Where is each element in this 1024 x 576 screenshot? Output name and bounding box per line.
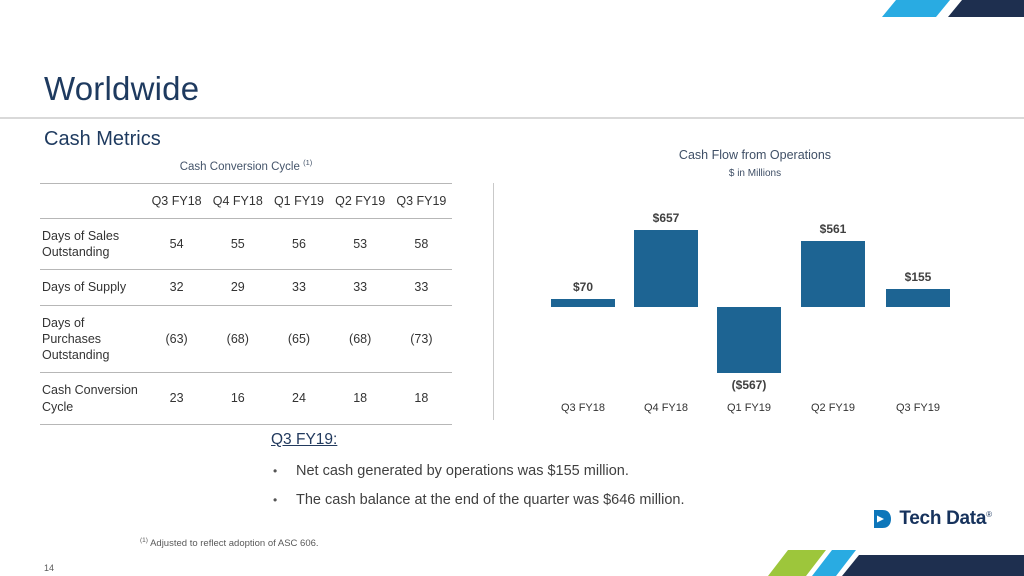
slide-title: Worldwide — [44, 70, 200, 107]
bullet-dot: • — [273, 464, 278, 478]
cell-value: 24 — [268, 372, 330, 425]
cash-conversion-table: Cash Conversion Cycle (1) Q3 FY18 Q4 FY18… — [40, 158, 452, 425]
cell-value: 33 — [329, 269, 391, 306]
chart-bar — [634, 230, 698, 307]
footnote-marker: (1) — [140, 537, 148, 544]
title-divider — [0, 117, 1024, 119]
cell-value: 56 — [268, 218, 330, 271]
row-label: Cash Conversion Cycle — [40, 372, 146, 425]
chart-bar — [717, 307, 781, 373]
row-label: Days of Purchases Outstanding — [40, 305, 146, 374]
column-header: Q3 FY18 — [146, 182, 208, 219]
corner-cell — [40, 182, 146, 219]
bullet-dot: • — [273, 493, 278, 507]
table-row: Days of Purchases Outstanding (63) (68) (65… — [40, 305, 452, 374]
table-header-row: Q3 FY18 Q4 FY18 Q1 FY19 Q2 FY19 Q3 FY19 — [40, 182, 452, 219]
table-row: Days of Sales Outstanding 54 55 56 53 58 — [40, 218, 452, 271]
bullet-text: Net cash generated by operations was $15… — [296, 463, 629, 479]
cell-value: 54 — [146, 218, 208, 271]
cell-value: 23 — [146, 372, 208, 425]
column-header: Q1 FY19 — [268, 182, 330, 219]
row-label: Days of Sales Outstanding — [40, 218, 146, 271]
table-title: Cash Conversion Cycle (1) — [40, 158, 452, 173]
cell-value: (73) — [390, 305, 452, 374]
bar-value-label: $70 — [572, 280, 594, 294]
cell-value: 16 — [207, 372, 269, 425]
table-title-text: Cash Conversion Cycle — [179, 160, 300, 173]
top-right-navy-stripe — [948, 0, 1024, 17]
bottom-green-stripe — [768, 550, 826, 576]
table-title-footnote-marker: (1) — [303, 158, 313, 167]
cell-value: (65) — [268, 305, 330, 374]
section-title: Cash Metrics — [44, 128, 161, 150]
cell-value: (68) — [329, 305, 391, 374]
cell-value: 53 — [329, 218, 391, 271]
cell-value: 29 — [207, 269, 269, 306]
chart-bar — [886, 289, 950, 307]
techdata-logo-icon — [874, 510, 892, 528]
techdata-logo: Tech Data ® — [872, 508, 992, 530]
bar-value-label: $155 — [904, 270, 932, 284]
category-label: Q3 FY18 — [560, 402, 606, 414]
category-label: Q3 FY19 — [895, 402, 941, 414]
footnote: (1) Adjusted to reflect adoption of ASC … — [140, 537, 319, 549]
cash-table-body: Days of Sales Outstanding 54 55 56 53 58 Days … — [40, 218, 452, 425]
bar-value-label: $657 — [652, 211, 680, 225]
bottom-navy-band — [842, 555, 1024, 576]
cash-flow-chart: Cash Flow from Operations $ in Millions … — [500, 140, 1010, 425]
cell-value: 18 — [329, 372, 391, 425]
chart-title: Cash Flow from Operations — [678, 148, 832, 162]
table-row: Cash Conversion Cycle 23 16 24 18 18 — [40, 372, 452, 425]
registered-mark: ® — [986, 510, 992, 519]
cash-table: Q3 FY18 Q4 FY18 Q1 FY19 Q2 FY19 Q3 FY19 Days… — [40, 182, 452, 425]
chart-bar — [801, 241, 865, 307]
category-label: Q2 FY19 — [810, 402, 856, 414]
footnote-text: Adjusted to reflect adoption of ASC 606. — [150, 538, 319, 550]
chart-divider-line — [493, 183, 494, 420]
bullet-text: The cash balance at the end of the quart… — [296, 492, 685, 508]
top-right-cyan-stripe — [882, 0, 950, 17]
cell-value: (68) — [207, 305, 269, 374]
cell-value: 33 — [390, 269, 452, 306]
cell-value: 18 — [390, 372, 452, 425]
logo-text: Tech Data — [899, 508, 987, 529]
table-row: Days of Supply 32 29 33 33 33 — [40, 269, 452, 306]
cell-value: 55 — [207, 218, 269, 271]
cell-value: (63) — [146, 305, 208, 374]
cell-value: 58 — [390, 218, 452, 271]
column-header: Q4 FY18 — [207, 182, 269, 219]
page-number: 14 — [44, 563, 55, 573]
row-label: Days of Supply — [40, 269, 146, 306]
bullet-item: • The cash balance at the end of the quar… — [273, 491, 685, 509]
bar-value-label: $561 — [819, 222, 847, 236]
category-label: Q1 FY19 — [726, 402, 772, 414]
chart-subtitle: $ in Millions — [728, 168, 782, 179]
cell-value: 32 — [146, 269, 208, 306]
bar-chart-plot: $70 Q3 FY18 $657 Q4 FY18 ($567) Q1 FY19 $561 Q2… — [500, 185, 1010, 425]
bottom-cyan-stripe — [812, 550, 856, 576]
column-header: Q3 FY19 — [390, 182, 452, 219]
highlights-list: • Net cash generated by operations was $1… — [273, 462, 685, 520]
bar-value-label: ($567) — [731, 378, 767, 392]
chart-bar — [551, 299, 615, 307]
cell-value: 33 — [268, 269, 330, 306]
highlights-heading: Q3 FY19: — [271, 431, 338, 448]
category-label: Q4 FY18 — [643, 402, 689, 414]
column-header: Q2 FY19 — [329, 182, 391, 219]
bullet-item: • Net cash generated by operations was $1… — [273, 462, 685, 480]
